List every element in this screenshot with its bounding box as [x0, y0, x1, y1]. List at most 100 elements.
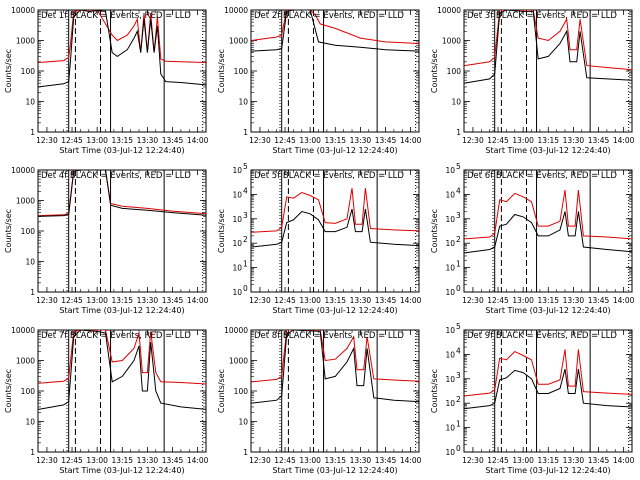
x-axis-label: Start Time (03-Jul-12 12:24:40): [485, 466, 610, 475]
series-group: [251, 188, 419, 248]
x-tick-label: 13:15: [537, 456, 559, 465]
x-tick-label: 12:45: [274, 296, 296, 305]
y-tick-label-exp: 2: [456, 395, 461, 404]
y-axis-label: Counts/sec: [4, 49, 13, 93]
x-tick-label: 13:30: [563, 456, 585, 465]
y-tick-label-base: 10: [445, 448, 455, 457]
lld-series-line: [38, 10, 206, 63]
plot-title: Det 8f BLACK = Events, RED = LLD: [254, 331, 404, 341]
y-axis-label: Counts/sec: [430, 49, 439, 93]
y-tick-label-base: 10: [445, 399, 455, 408]
y-tick-label: 10: [25, 418, 35, 427]
y-tick-label-base: 10: [232, 166, 242, 175]
y-tick-label: 100: [234, 387, 249, 396]
y-tick-label: 100: [21, 67, 36, 76]
lld-series-line: [38, 330, 206, 385]
y-tick-label-exp: 0: [243, 284, 248, 293]
x-tick-label: 12:45: [487, 136, 509, 145]
y-tick-label: 1: [243, 128, 248, 137]
y-tick-label: 100: [234, 67, 249, 76]
y-tick-label-base: 10: [232, 288, 242, 297]
y-tick-label-base: 10: [445, 375, 455, 384]
x-axis-label: Start Time (03-Jul-12 12:24:40): [485, 306, 610, 315]
y-axis-label: Counts/sec: [217, 49, 226, 93]
x-tick-label: 12:45: [61, 296, 83, 305]
y-axis-label: Counts/sec: [430, 209, 439, 253]
x-tick-label: 13:30: [350, 296, 372, 305]
x-tick-label: 14:00: [187, 136, 209, 145]
plot-frame: [37, 9, 207, 133]
plot-title: Det 1f BLACK = Events, RED = LLD: [41, 11, 191, 21]
y-tick-label-exp: 4: [456, 186, 461, 195]
y-tick-label: 10: [25, 258, 35, 267]
lld-series-line: [464, 190, 632, 240]
x-tick-label: 14:00: [613, 136, 635, 145]
lld-series-line: [251, 188, 419, 233]
series-group: [38, 170, 206, 217]
x-tick-label: 13:45: [162, 136, 184, 145]
events-series-line: [251, 10, 419, 52]
lld-series-line: [251, 10, 419, 44]
y-tick-label-base: 10: [232, 264, 242, 273]
events-series-line: [464, 368, 632, 410]
x-tick-label: 13:45: [162, 296, 184, 305]
y-tick-label: 1: [243, 448, 248, 457]
y-tick-label-base: 10: [445, 166, 455, 175]
y-tick-label: 1: [30, 448, 35, 457]
y-tick-label: 100: [21, 227, 36, 236]
x-tick-label: 12:30: [462, 136, 484, 145]
y-tick-label-exp: 4: [456, 346, 461, 355]
x-tick-label: 13:45: [375, 136, 397, 145]
x-tick-label: 13:00: [512, 296, 534, 305]
y-axis-label: Counts/sec: [430, 369, 439, 413]
x-tick-label: 13:30: [137, 296, 159, 305]
x-tick-label: 13:15: [111, 136, 133, 145]
y-tick-label-exp: 3: [456, 211, 461, 220]
lld-series-line: [251, 330, 419, 383]
y-tick-label-exp: 4: [243, 186, 248, 195]
plot-frame: [463, 329, 633, 453]
series-group: [464, 10, 632, 84]
y-tick-label: 10: [238, 98, 248, 107]
x-tick-label: 12:30: [249, 296, 271, 305]
y-tick-label-base: 10: [445, 264, 455, 273]
plot-frame: [463, 9, 633, 133]
events-series-line: [38, 330, 206, 410]
y-tick-label-base: 10: [232, 215, 242, 224]
y-tick-label: 10000: [11, 166, 35, 175]
y-tick-label-base: 10: [445, 215, 455, 224]
detector-panel: 1 10 100 1000 10000 12:30 12:45 13:00 13:15 13:30…: [430, 6, 635, 155]
x-tick-label: 14:00: [613, 296, 635, 305]
lld-series-line: [464, 10, 632, 71]
x-tick-label: 12:30: [36, 456, 58, 465]
plot-title: Det 3f BLACK = Events, RED = LLD: [467, 11, 617, 21]
x-tick-label: 13:15: [111, 456, 133, 465]
x-tick-label: 12:45: [487, 456, 509, 465]
x-tick-label: 13:00: [299, 296, 321, 305]
events-series-line: [38, 10, 206, 88]
events-series-line: [251, 208, 419, 248]
y-tick-label-exp: 5: [456, 162, 461, 171]
x-tick-label: 12:30: [36, 136, 58, 145]
y-tick-label-exp: 1: [243, 260, 248, 269]
x-tick-label: 13:30: [350, 136, 372, 145]
events-series-line: [464, 10, 632, 84]
y-tick-label: 100: [21, 387, 36, 396]
x-tick-label: 13:00: [512, 136, 534, 145]
y-tick-label-base: 10: [232, 239, 242, 248]
y-tick-label: 1000: [16, 37, 35, 46]
series-group: [251, 10, 419, 52]
x-tick-label: 13:15: [324, 456, 346, 465]
plot-title: Det 5f BLACK = Events, RED = LLD: [254, 171, 404, 181]
y-tick-label: 1: [456, 128, 461, 137]
x-tick-label: 12:45: [61, 456, 83, 465]
y-axis-label: Counts/sec: [4, 369, 13, 413]
y-tick-label-exp: 0: [456, 444, 461, 453]
y-tick-label-exp: 0: [456, 284, 461, 293]
series-group: [251, 330, 419, 404]
y-tick-label-exp: 3: [243, 211, 248, 220]
x-tick-label: 12:30: [462, 456, 484, 465]
x-tick-label: 13:30: [563, 296, 585, 305]
